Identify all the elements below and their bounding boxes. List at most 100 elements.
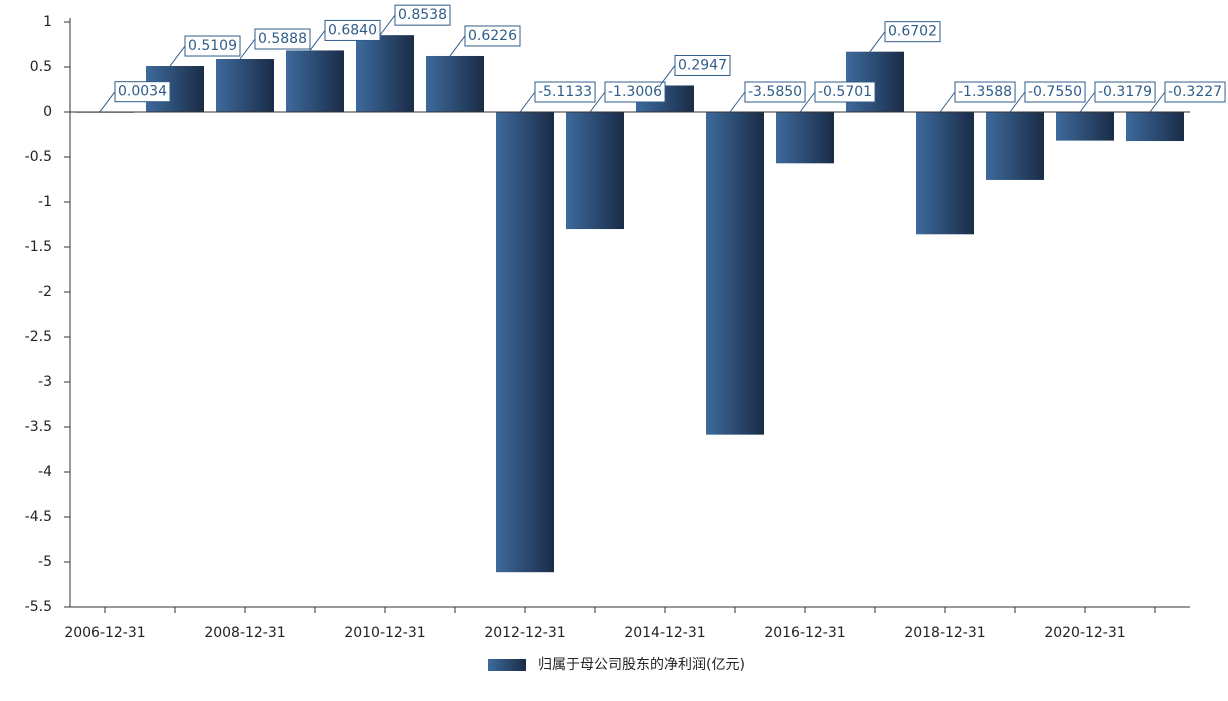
value-label-box xyxy=(534,81,596,103)
label-leader xyxy=(939,91,956,113)
x-tick-label: 2012-12-31 xyxy=(484,625,565,641)
value-label: -0.3227 xyxy=(1164,81,1226,103)
y-tick-label: -0.5 xyxy=(25,149,52,165)
value-label-text: -3.5850 xyxy=(748,84,802,100)
value-label: 0.6702 xyxy=(884,21,941,43)
value-label: -3.5850 xyxy=(744,81,806,103)
value-label: -0.7550 xyxy=(1024,81,1086,103)
value-label-box xyxy=(394,4,451,26)
x-tick-label: 2010-12-31 xyxy=(344,625,425,641)
y-tick-label: -3 xyxy=(38,374,52,390)
value-label: 0.5888 xyxy=(254,28,311,50)
label-leader xyxy=(239,38,256,60)
value-label-text: -0.3179 xyxy=(1098,84,1152,100)
value-label-box xyxy=(744,81,806,103)
y-tick-label: -5 xyxy=(38,554,52,570)
value-label-box xyxy=(184,35,241,57)
value-label: -0.5701 xyxy=(814,81,876,103)
value-label-box xyxy=(1094,81,1156,103)
value-label-text: -5.1133 xyxy=(538,84,592,100)
value-label-text: 0.6840 xyxy=(328,22,377,38)
value-label: 0.6840 xyxy=(324,19,381,41)
label-leader xyxy=(449,35,466,57)
x-tick-label: 2006-12-31 xyxy=(64,625,145,641)
label-leader xyxy=(869,31,886,52)
x-tick-label: 2014-12-31 xyxy=(624,625,705,641)
value-label: -0.3179 xyxy=(1094,81,1156,103)
bar xyxy=(916,112,974,235)
value-label: 0.0034 xyxy=(114,81,171,103)
value-label-text: 0.8538 xyxy=(398,7,447,23)
value-label-box xyxy=(604,81,666,103)
y-tick-label: -4.5 xyxy=(25,509,52,525)
x-tick-label: 2020-12-31 xyxy=(1044,625,1125,641)
value-label: 0.8538 xyxy=(394,4,451,26)
value-label-text: 0.6702 xyxy=(888,24,937,40)
label-leader xyxy=(1009,91,1026,113)
value-label-box xyxy=(1024,81,1086,103)
label-leader xyxy=(1149,91,1166,113)
bar xyxy=(426,55,484,112)
value-label-box xyxy=(464,25,521,47)
label-leader xyxy=(659,65,676,86)
value-label-text: -1.3588 xyxy=(958,84,1012,100)
value-label-text: -0.5701 xyxy=(818,84,872,100)
value-label-box xyxy=(814,81,876,103)
bar xyxy=(706,112,764,435)
legend-swatch xyxy=(488,659,526,671)
y-tick-label: 1 xyxy=(43,14,52,30)
bar xyxy=(1126,112,1184,142)
bar xyxy=(286,50,344,112)
value-label-box xyxy=(254,28,311,50)
value-label: -1.3006 xyxy=(604,81,666,103)
value-label-box xyxy=(674,54,731,76)
y-tick-label: 0 xyxy=(43,104,52,120)
label-leader xyxy=(99,91,116,112)
value-label: 0.5109 xyxy=(184,35,241,57)
value-label-box xyxy=(884,21,941,43)
x-tick-label: 2018-12-31 xyxy=(904,625,985,641)
value-label-text: -1.3006 xyxy=(608,84,662,100)
value-label: -1.3588 xyxy=(954,81,1016,103)
bar xyxy=(356,35,414,112)
label-leader xyxy=(309,30,326,51)
x-tick-label: 2008-12-31 xyxy=(204,625,285,641)
y-tick-label: -3.5 xyxy=(25,419,52,435)
value-label-text: 0.2947 xyxy=(678,57,727,73)
label-leader xyxy=(169,45,186,67)
bar xyxy=(566,112,624,230)
label-leader xyxy=(519,91,536,113)
y-tick-label: -2.5 xyxy=(25,329,52,345)
y-tick-label: -4 xyxy=(38,464,52,480)
label-leader xyxy=(379,14,396,36)
bar xyxy=(496,112,554,573)
bar xyxy=(776,112,834,164)
bar xyxy=(1056,112,1114,141)
value-label-box xyxy=(1164,81,1226,103)
value-label: 0.2947 xyxy=(674,54,731,76)
value-label-box xyxy=(114,81,171,103)
value-label-box xyxy=(954,81,1016,103)
value-label-text: 0.5109 xyxy=(188,38,237,54)
value-label-text: 0.0034 xyxy=(118,84,167,100)
label-leader xyxy=(589,91,606,113)
bar xyxy=(216,59,274,112)
y-tick-label: -1 xyxy=(38,194,52,210)
value-label-text: 0.5888 xyxy=(258,31,307,47)
value-label: -5.1133 xyxy=(534,81,596,103)
label-leader xyxy=(799,91,816,113)
value-label-text: -0.7550 xyxy=(1028,84,1082,100)
label-leader xyxy=(729,91,746,113)
label-leader xyxy=(1079,91,1096,113)
value-label-text: 0.6226 xyxy=(468,28,517,44)
value-label-box xyxy=(324,19,381,41)
y-tick-label: -2 xyxy=(38,284,52,300)
y-tick-label: -1.5 xyxy=(25,239,52,255)
x-tick-label: 2016-12-31 xyxy=(764,625,845,641)
y-tick-label: 0.5 xyxy=(30,59,52,75)
legend-label: 归属于母公司股东的净利润(亿元) xyxy=(538,656,745,673)
value-label: 0.6226 xyxy=(464,25,521,47)
bar xyxy=(986,112,1044,180)
y-tick-label: -5.5 xyxy=(25,599,52,615)
